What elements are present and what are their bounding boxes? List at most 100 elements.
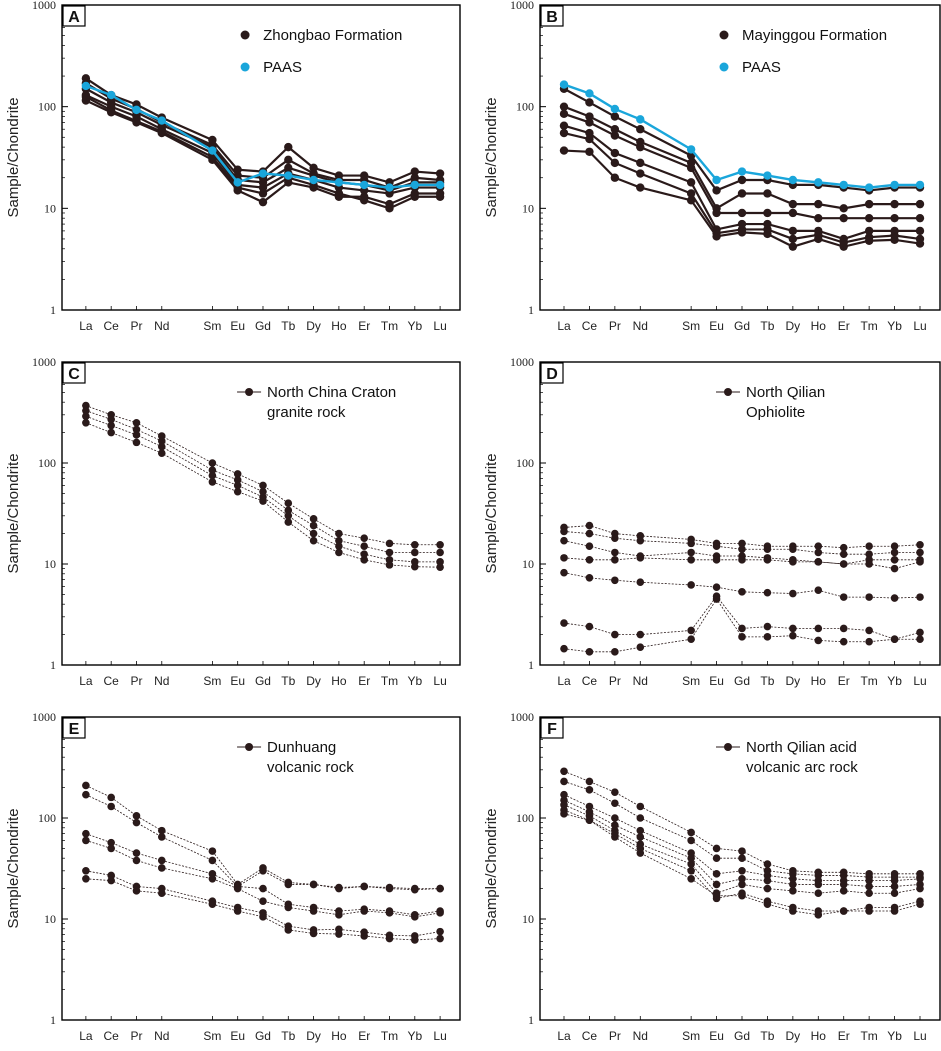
- data-point: [890, 635, 899, 644]
- data-point: [132, 849, 141, 857]
- data-point: [585, 147, 594, 156]
- data-point: [712, 232, 721, 241]
- data-point: [106, 106, 116, 115]
- data-point: [233, 481, 242, 490]
- series-sample: [560, 568, 924, 602]
- data-point: [560, 536, 568, 545]
- y-tick-label: 1: [528, 1013, 534, 1027]
- data-point: [814, 636, 823, 645]
- series-line: [85, 84, 441, 189]
- data-point: [763, 884, 772, 893]
- x-tick-label-pr: Pr: [130, 319, 142, 333]
- data-point: [763, 622, 772, 631]
- x-tick-label-sm: Sm: [203, 1029, 221, 1043]
- x-tick-label-la: La: [557, 674, 571, 688]
- x-tick-label-tm: Tm: [381, 674, 398, 688]
- series-sample: [559, 146, 925, 251]
- data-point: [915, 213, 925, 223]
- data-point: [611, 821, 619, 829]
- series-sample: [82, 875, 444, 944]
- data-point: [585, 802, 594, 811]
- data-point: [436, 909, 444, 917]
- y-tick-label: 1: [528, 303, 534, 317]
- data-point: [560, 644, 568, 653]
- data-point: [865, 889, 873, 898]
- x-tick-label-ho: Ho: [331, 1029, 347, 1043]
- x-tick-label-ce: Ce: [582, 319, 598, 333]
- data-point: [738, 880, 746, 889]
- data-point: [410, 192, 419, 201]
- y-tick-label: 1000: [510, 710, 534, 724]
- data-point: [233, 178, 242, 187]
- data-point: [611, 576, 619, 585]
- data-point: [82, 829, 90, 838]
- data-point: [916, 548, 924, 557]
- data-point: [687, 548, 695, 557]
- x-tick-label-tm: Tm: [860, 1029, 877, 1043]
- data-point: [789, 880, 797, 889]
- data-point: [814, 178, 823, 187]
- legend-marker: [724, 743, 732, 751]
- data-point: [636, 183, 645, 192]
- data-point: [712, 844, 721, 853]
- data-point: [107, 838, 115, 847]
- x-tick-label-lu: Lu: [913, 674, 926, 688]
- data-point: [360, 882, 368, 891]
- series-sample: [559, 109, 925, 223]
- data-point: [208, 900, 217, 909]
- x-tick-label-eu: Eu: [230, 1029, 245, 1043]
- panel-f: 1 10 100 1000 Sample/Chondrite La Ce Pr Nd Sm Eu Gd…: [483, 710, 941, 1043]
- data-point: [157, 833, 166, 841]
- data-point: [610, 112, 620, 121]
- data-point: [435, 180, 445, 190]
- data-point: [814, 911, 823, 919]
- data-point: [81, 92, 91, 102]
- data-point: [385, 189, 394, 198]
- series-line: [85, 870, 441, 937]
- data-point: [738, 633, 746, 641]
- data-point: [436, 563, 444, 571]
- y-tick-label: 100: [516, 100, 534, 114]
- data-point: [814, 586, 823, 595]
- data-point: [916, 635, 924, 644]
- data-point: [106, 90, 116, 100]
- legend-marker: [245, 743, 254, 751]
- data-point: [157, 864, 166, 872]
- data-point: [686, 196, 696, 205]
- y-axis-label: Sample/Chondrite: [483, 808, 500, 928]
- data-point: [839, 907, 848, 915]
- series-sample: [82, 401, 444, 549]
- x-tick-label-nd: Nd: [154, 319, 169, 333]
- data-point: [865, 560, 873, 568]
- x-tick-label-dy: Dy: [786, 674, 801, 688]
- data-point: [360, 907, 368, 915]
- x-tick-label-yb: Yb: [887, 319, 902, 333]
- data-point: [157, 437, 166, 445]
- data-point: [636, 158, 645, 168]
- legend-marker: [719, 62, 729, 72]
- x-tick-label-ho: Ho: [331, 319, 347, 333]
- data-point: [737, 189, 747, 198]
- legend-label: Mayinggou Formation: [742, 27, 887, 44]
- x-tick-label-er: Er: [358, 319, 370, 333]
- y-tick-label: 100: [516, 811, 534, 825]
- y-axis-label: Sample/Chondrite: [483, 97, 500, 217]
- data-point: [560, 619, 568, 627]
- data-point: [360, 556, 368, 564]
- svg-text:A: A: [68, 9, 80, 26]
- data-point: [712, 891, 721, 900]
- data-point: [864, 199, 874, 209]
- data-point: [132, 812, 141, 820]
- data-point: [839, 204, 848, 213]
- data-point: [435, 192, 445, 201]
- data-point: [559, 128, 569, 138]
- data-point: [208, 146, 217, 155]
- x-tick-label-yb: Yb: [407, 674, 422, 688]
- y-tick-label: 1: [528, 658, 534, 672]
- data-point: [258, 197, 268, 207]
- series-line: [563, 112, 920, 220]
- data-point: [916, 884, 924, 893]
- data-point: [585, 521, 594, 530]
- data-point: [436, 558, 444, 566]
